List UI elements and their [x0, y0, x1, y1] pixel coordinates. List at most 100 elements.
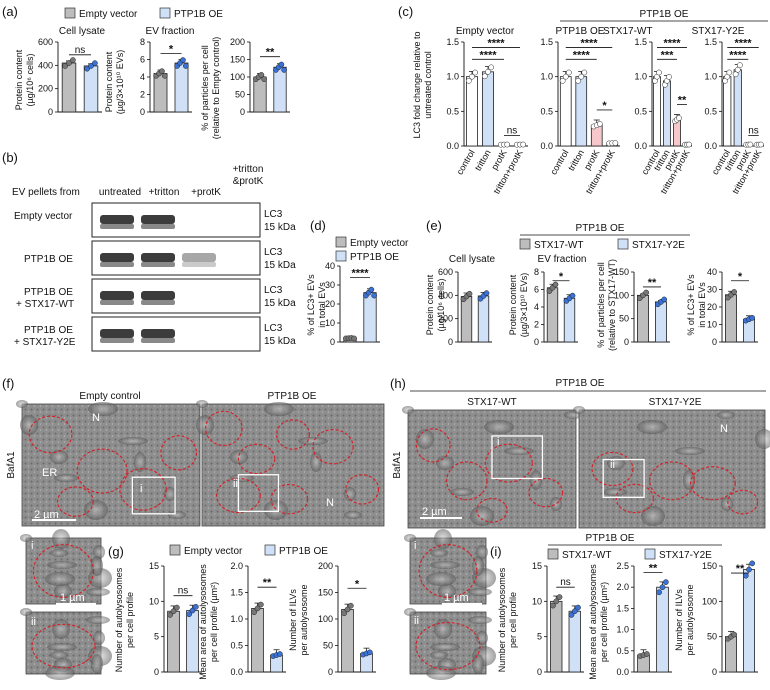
- i3-ylabel-2: per autolysosome: [685, 584, 695, 655]
- em-h-stx17-wt-organelle: [416, 429, 434, 449]
- blot-band-0-1: [141, 215, 175, 224]
- sig-label-a1: ns: [75, 45, 86, 56]
- e-cell-lysate-title: Cell lysate: [449, 254, 496, 265]
- blot-band-lower-2-0: [100, 300, 134, 305]
- tick-label-c4: 0.5: [704, 106, 717, 116]
- chart-a2: 0 2 4 6 8 *: [140, 37, 192, 117]
- x-tick-label-c1: tritton: [473, 148, 493, 172]
- datapoint-e3: [661, 296, 668, 303]
- em-h-inset-ii-organelle: [404, 608, 416, 616]
- tick-label-g2: 2.0: [230, 561, 243, 571]
- em-f-empty-control-autolysosome-ring: [160, 435, 198, 471]
- sig-label-g3: *: [355, 578, 360, 590]
- tick-label-a2: 4: [140, 72, 145, 82]
- datapoint-a3: [278, 61, 285, 68]
- em-h-stx17-wt-organelle: [450, 488, 474, 496]
- em-h-stx17-wt-organelle: [470, 506, 494, 526]
- tick-label-i3: 50: [707, 632, 717, 642]
- sig-label-c2: ****: [573, 49, 591, 61]
- em-h-inset-ii-organelle: [426, 666, 456, 680]
- em-h-inset-i-organelle: [430, 549, 448, 557]
- datapoint-c2: [566, 69, 572, 76]
- em-h-inset-i-organelle: [468, 588, 492, 596]
- sig-label-a3: **: [266, 47, 275, 59]
- g3-ylabel-2: per autolysosome: [299, 584, 309, 655]
- em-f-inset-ii-organelle: [52, 619, 70, 639]
- a1-ylabel-unit: (µg/10⁶ cells): [25, 54, 35, 107]
- chart-c1: 0.00.51.01.5controltrittonprotKtritton+p…: [446, 37, 528, 196]
- a1-ylabel: Protein content: [14, 49, 24, 110]
- chart-c2: 0.00.51.01.5controltrittonprotKtritton+p…: [540, 37, 620, 196]
- tick-label-a1: 200: [38, 84, 53, 94]
- datapoint-i3: [746, 566, 752, 573]
- h-roman-i: i: [497, 436, 499, 448]
- datapoint-c3: [686, 141, 692, 148]
- datapoint-c2: [612, 140, 619, 146]
- tick-label-c4: 1.5: [704, 37, 717, 47]
- tick-label-e4: 0: [712, 337, 717, 347]
- em-f-inset-ii-organelle: [50, 651, 68, 659]
- tick-label-c2: 0.5: [540, 106, 553, 116]
- b-row-empty-vector: Empty vector: [14, 211, 73, 222]
- bar-c3-1: [663, 80, 671, 147]
- b-col-tritton-protk-1: +tritton: [233, 164, 264, 175]
- em-f-inset-i-organelle: [93, 545, 105, 559]
- legend-e-stx17-y2e: STX17-Y2E: [632, 240, 685, 251]
- tick-label-i1: 0: [537, 667, 542, 677]
- tick-label-g3: 100: [318, 614, 333, 624]
- tick-label-c1: 1.0: [446, 72, 459, 82]
- tick-label-i1: 5: [537, 632, 542, 642]
- bar-i2-1: [656, 586, 669, 673]
- f-roman-ii-right: ii: [233, 478, 238, 490]
- em-f-inset-i-autolysosome-ring: [32, 543, 95, 598]
- i2-ylabel-2: per cell profile (µm²): [599, 582, 609, 662]
- em-h-inset-ii-organelle: [468, 616, 492, 624]
- bar-i1-1: [568, 610, 581, 673]
- b-col-tritton-protk-2: &protK: [233, 176, 264, 187]
- legend-e-stx17-wt: STX17-WT: [534, 240, 583, 251]
- bar-c4-0: [723, 76, 732, 147]
- datapoint-c4: [737, 62, 743, 69]
- datapoint-e4: [731, 289, 738, 295]
- datapoint-c1: [488, 64, 495, 71]
- h-title-left: STX17-WT: [467, 397, 516, 408]
- em-h-stx17-wt: [402, 406, 582, 529]
- em-h-stx17-y2e-autolysosome-ring: [689, 466, 736, 501]
- em-h-stx17-wt-organelle: [402, 406, 414, 414]
- c-ylabel-2: untreated control: [423, 51, 433, 119]
- datapoint-i2: [659, 584, 666, 591]
- datapoint-d: [351, 335, 357, 342]
- bar-a1-1: [83, 65, 99, 113]
- datapoint-i2: [644, 651, 650, 657]
- legend-d-swatch-empty: [335, 236, 347, 248]
- tick-label-d: 40: [325, 261, 335, 271]
- em-f-inset-ii: [20, 608, 112, 680]
- em-f-empty-control-organelle: [20, 415, 38, 435]
- panel-label-b: (b): [2, 150, 18, 165]
- h-scale-2um: 2 µm: [422, 506, 447, 518]
- blot-band-lower-2-1: [141, 300, 175, 305]
- datapoint-e4: [749, 315, 756, 321]
- e-ev-fraction-title: EV fraction: [538, 254, 587, 265]
- em-f-empty-control-organelle: [16, 400, 28, 408]
- datapoint-a1: [62, 63, 68, 69]
- em-f-inset-i-organelle: [45, 572, 75, 586]
- blot-band-2-1: [141, 291, 175, 300]
- datapoint-g3: [367, 649, 373, 656]
- tick-label-i3: 100: [702, 596, 717, 606]
- c-group-header: PTP1B OE: [640, 9, 689, 20]
- em-f-empty-control-autolysosome-ring: [119, 468, 167, 511]
- blot-marker-lc3-1: LC3: [264, 247, 283, 258]
- em-h-stx17-wt-zoom-box: [491, 435, 544, 480]
- chart-c3: 0.00.51.01.5controltrittonprotKtritton+p…: [634, 37, 692, 196]
- tick-label-e2: 4: [534, 302, 539, 312]
- blot-band-lower-3-1: [141, 338, 175, 343]
- datapoint-g2: [251, 609, 257, 616]
- f-inset-i: i: [31, 540, 33, 552]
- em-f-ptp1b-oe-bg: [201, 403, 385, 527]
- blot-band-lower-1-1: [141, 262, 175, 267]
- blot-size-15kda-1: 15 kDa: [264, 260, 296, 271]
- tick-label-i2: 1.5: [616, 603, 629, 613]
- panel-label-d: (d): [310, 218, 326, 233]
